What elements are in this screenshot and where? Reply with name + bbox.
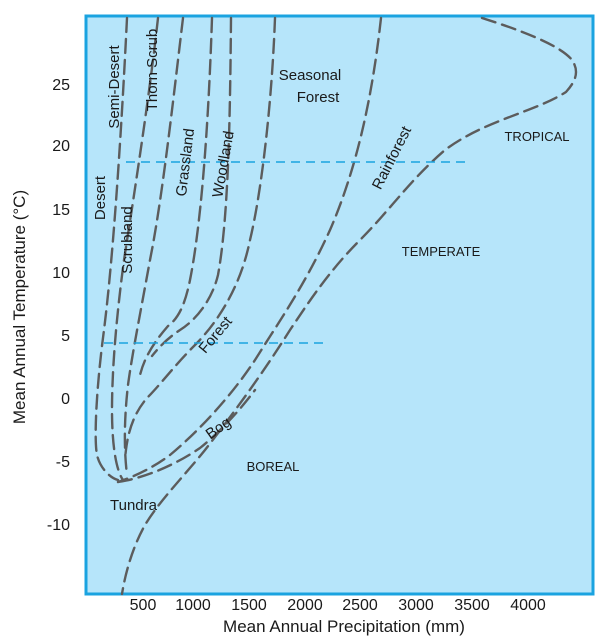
y-tick-neg10: -10	[47, 517, 70, 534]
y-tick-0: 0	[61, 391, 70, 408]
label-desert: Desert	[92, 175, 109, 220]
y-tick-20: 20	[52, 138, 70, 155]
x-tick-500: 500	[130, 597, 157, 614]
x-tick-2000: 2000	[287, 597, 323, 614]
x-axis-ticks: 500 1000 1500 2000 2500 3000 3500 4000	[130, 597, 546, 614]
x-tick-2500: 2500	[342, 597, 378, 614]
zone-labels: TROPICAL TEMPERATE BOREAL	[247, 129, 570, 474]
semi-desert-boundary	[110, 16, 160, 482]
y-tick-10: 10	[52, 265, 70, 282]
x-tick-3500: 3500	[454, 597, 490, 614]
y-tick-5: 5	[61, 328, 70, 345]
zone-temperate: TEMPERATE	[402, 244, 481, 259]
y-axis-ticks: 25 20 15 10 5 0 -5 -10	[47, 77, 70, 534]
x-axis-title: Mean Annual Precipitation (mm)	[223, 617, 465, 636]
label-seasonal-forest-line2: Forest	[297, 89, 340, 106]
y-axis-title: Mean Annual Temperature (°C)	[10, 190, 29, 424]
label-semi-desert: Semi-Desert	[106, 44, 123, 128]
x-tick-4000: 4000	[510, 597, 546, 614]
rainforest-boundary	[116, 16, 383, 484]
zone-boreal: BOREAL	[247, 459, 300, 474]
y-tick-15: 15	[52, 202, 70, 219]
zone-tropical: TROPICAL	[504, 129, 569, 144]
bog-boundary	[116, 388, 257, 484]
seasonal-forest-boundary	[123, 16, 277, 462]
tropical-limit-boundary	[120, 16, 578, 596]
y-tick-neg5: -5	[56, 454, 70, 471]
x-tick-1000: 1000	[175, 597, 211, 614]
label-thorn-scrub: Thorn Scrub	[144, 29, 161, 112]
label-tundra: Tundra	[110, 497, 158, 514]
label-scrubland: Scrubland	[119, 206, 136, 274]
x-tick-3000: 3000	[398, 597, 434, 614]
woodland-boundary	[150, 16, 233, 358]
biome-boundaries	[94, 16, 578, 596]
label-seasonal-forest-line1: Seasonal	[279, 67, 342, 84]
thorn-scrub-boundary	[123, 16, 185, 477]
grassland-boundary	[138, 16, 214, 377]
y-tick-25: 25	[52, 77, 70, 94]
x-tick-1500: 1500	[231, 597, 267, 614]
plot-area	[84, 14, 595, 596]
desert-boundary	[94, 16, 129, 482]
